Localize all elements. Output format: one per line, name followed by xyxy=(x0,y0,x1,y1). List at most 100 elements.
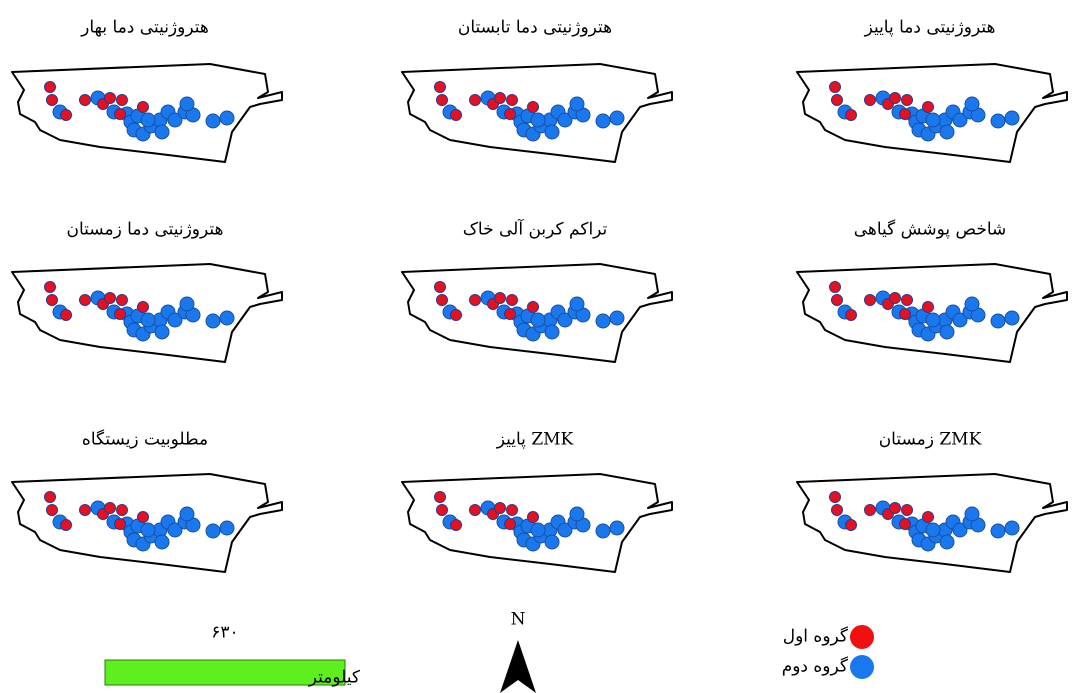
site-group-1 xyxy=(831,504,843,516)
site-group-1 xyxy=(494,502,506,514)
map-panel xyxy=(11,263,283,363)
site-group-2 xyxy=(595,313,611,329)
site-group-1 xyxy=(104,92,116,104)
site-group-2 xyxy=(964,296,980,312)
site-group-1 xyxy=(434,491,446,503)
map-panel xyxy=(796,263,1068,363)
map-panel xyxy=(796,473,1068,573)
site-group-2 xyxy=(219,110,235,126)
site-group-1 xyxy=(60,109,72,121)
site-group-2 xyxy=(167,522,183,538)
site-group-2 xyxy=(179,96,195,112)
site-group-1 xyxy=(864,294,876,306)
site-group-1 xyxy=(436,94,448,106)
site-group-1 xyxy=(504,108,516,120)
panels: هتروژنیتی دما بهار هتروژنیتی دما تابستان ه… xyxy=(11,18,1068,573)
site-group-1 xyxy=(829,81,841,93)
map-panel xyxy=(11,63,283,163)
site-group-1 xyxy=(137,511,149,523)
site-group-2 xyxy=(530,312,546,328)
site-group-1 xyxy=(104,292,116,304)
legend-label: گروه دوم xyxy=(782,656,849,677)
site-group-2 xyxy=(569,506,585,522)
site-group-1 xyxy=(864,504,876,516)
site-group-2 xyxy=(609,110,625,126)
site-group-1 xyxy=(137,301,149,313)
panel-title: شاخص پوشش گیاهی xyxy=(854,219,1007,240)
site-group-2 xyxy=(952,312,968,328)
site-group-2 xyxy=(154,324,170,340)
site-group-1 xyxy=(44,281,56,293)
map-panel xyxy=(796,63,1068,163)
map-panel xyxy=(401,263,673,363)
site-group-1 xyxy=(899,108,911,120)
site-group-2 xyxy=(179,296,195,312)
site-group-2 xyxy=(530,112,546,128)
site-group-2 xyxy=(140,312,156,328)
site-group-1 xyxy=(79,94,91,106)
scale-bar xyxy=(104,659,346,686)
site-group-2 xyxy=(990,113,1006,129)
north-arrow xyxy=(500,640,536,693)
site-group-2 xyxy=(925,312,941,328)
site-group-1 xyxy=(104,502,116,514)
site-group-1 xyxy=(46,294,58,306)
site-group-1 xyxy=(506,94,518,106)
site-group-2 xyxy=(569,296,585,312)
site-group-1 xyxy=(829,491,841,503)
panel-title: ZMK پاییز xyxy=(496,430,574,450)
site-group-1 xyxy=(469,94,481,106)
site-group-2 xyxy=(939,124,955,140)
site-group-1 xyxy=(922,301,934,313)
site-group-1 xyxy=(506,504,518,516)
site-group-1 xyxy=(901,294,913,306)
north-label: N xyxy=(511,610,526,630)
site-group-1 xyxy=(889,92,901,104)
site-group-1 xyxy=(436,504,448,516)
site-group-2 xyxy=(952,112,968,128)
map-panel xyxy=(401,473,673,573)
site-group-1 xyxy=(116,294,128,306)
site-group-2 xyxy=(557,522,573,538)
site-group-2 xyxy=(964,96,980,112)
site-group-1 xyxy=(889,292,901,304)
site-group-1 xyxy=(434,81,446,93)
site-group-2 xyxy=(205,113,221,129)
site-group-1 xyxy=(831,94,843,106)
site-group-1 xyxy=(114,308,126,320)
site-group-2 xyxy=(964,506,980,522)
site-group-2 xyxy=(154,534,170,550)
legend-swatch-red xyxy=(850,625,874,649)
site-group-2 xyxy=(595,523,611,539)
site-group-1 xyxy=(527,101,539,113)
site-group-2 xyxy=(1004,110,1020,126)
site-group-1 xyxy=(46,94,58,106)
site-group-1 xyxy=(901,504,913,516)
site-group-1 xyxy=(899,518,911,530)
site-group-2 xyxy=(140,522,156,538)
site-group-2 xyxy=(530,522,546,538)
site-group-1 xyxy=(901,94,913,106)
site-group-1 xyxy=(494,92,506,104)
site-group-2 xyxy=(1004,520,1020,536)
legend-label: گروه اول xyxy=(783,626,849,647)
site-group-1 xyxy=(527,301,539,313)
site-group-1 xyxy=(79,294,91,306)
panel-title: هتروژنیتی دما زمستان xyxy=(67,220,224,240)
site-group-1 xyxy=(494,292,506,304)
site-group-1 xyxy=(436,294,448,306)
site-group-1 xyxy=(829,281,841,293)
site-group-1 xyxy=(527,511,539,523)
site-group-1 xyxy=(116,94,128,106)
site-group-2 xyxy=(939,324,955,340)
site-group-1 xyxy=(469,504,481,516)
site-group-1 xyxy=(504,308,516,320)
site-group-2 xyxy=(179,506,195,522)
panel-title: ZMK زمستان xyxy=(879,430,982,450)
site-group-2 xyxy=(1004,310,1020,326)
site-group-1 xyxy=(137,101,149,113)
site-group-2 xyxy=(544,124,560,140)
site-group-2 xyxy=(557,312,573,328)
panel-title: هتروژنیتی دما بهار xyxy=(80,18,209,38)
